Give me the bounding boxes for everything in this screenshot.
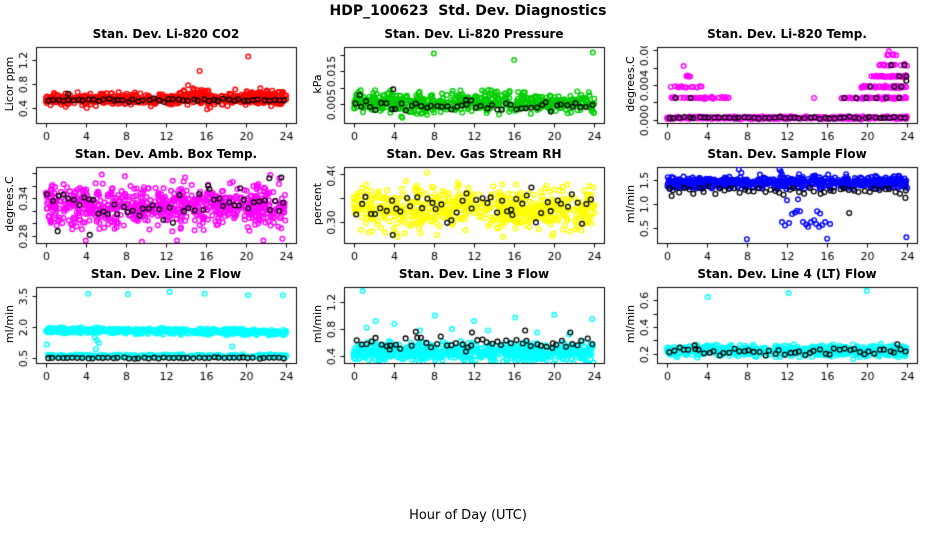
- panel-sample-flow: Stan. Dev. Sample Flow ml/min: [621, 144, 931, 264]
- panel-line3-flow: Stan. Dev. Line 3 Flow ml/min: [308, 264, 618, 384]
- panel-title: Stan. Dev. Sample Flow: [707, 147, 867, 161]
- panel-2-canvas: [621, 46, 931, 144]
- panel-title: Stan. Dev. Line 2 Flow: [90, 267, 242, 281]
- panel-4-canvas: [308, 166, 618, 264]
- panel-0-canvas: [0, 46, 310, 144]
- panel-5-canvas: [621, 166, 931, 264]
- panel-title: Stan. Dev. Line 4 (LT) Flow: [697, 267, 877, 281]
- panel-title: Stan. Dev. Amb. Box Temp.: [74, 147, 258, 161]
- panel-title: Stan. Dev. Gas Stream RH: [386, 147, 562, 161]
- panel-gas-stream-rh: Stan. Dev. Gas Stream RH percent: [308, 144, 618, 264]
- panel-title: Stan. Dev. Li-820 Pressure: [384, 27, 564, 41]
- panel-amb-box-temp: Stan. Dev. Amb. Box Temp. degrees.C: [0, 144, 310, 264]
- panel-1-canvas: [308, 46, 618, 144]
- panel-8-canvas: [621, 286, 931, 384]
- panel-title: Stan. Dev. Li-820 CO2: [92, 27, 240, 41]
- panel-7-canvas: [308, 286, 618, 384]
- panel-3-canvas: [0, 166, 310, 264]
- figure-xlabel: Hour of Day (UTC): [409, 508, 527, 523]
- panel-li820-pressure: Stan. Dev. Li-820 Pressure kPa: [308, 24, 618, 144]
- panel-title: Stan. Dev. Line 3 Flow: [398, 267, 550, 281]
- panel-line4-lt-flow: Stan. Dev. Line 4 (LT) Flow ml/min: [621, 264, 931, 384]
- panel-li820-co2: Stan. Dev. Li-820 CO2 Licor ppm: [0, 24, 310, 144]
- figure-title: HDP_100623 Std. Dev. Diagnostics: [329, 3, 607, 19]
- panel-line2-flow: Stan. Dev. Line 2 Flow ml/min: [0, 264, 310, 384]
- panel-6-canvas: [0, 286, 310, 384]
- panel-li820-temp: Stan. Dev. Li-820 Temp. degrees.C: [621, 24, 931, 144]
- panel-title: Stan. Dev. Li-820 Temp.: [707, 27, 867, 41]
